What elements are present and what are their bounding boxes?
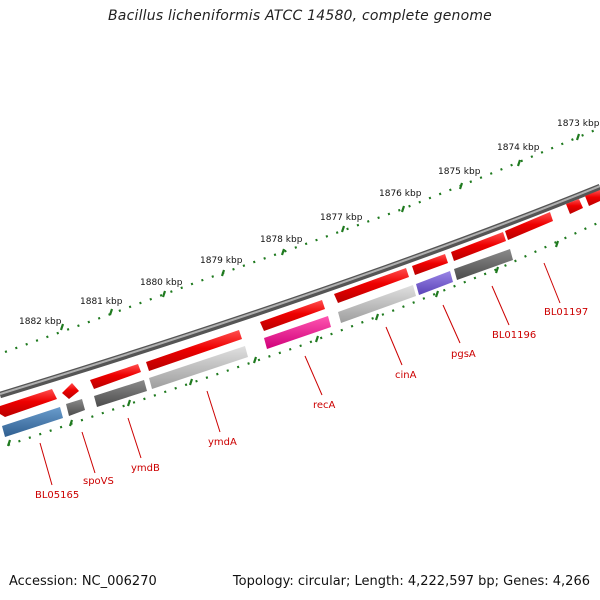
tick-1880 [161, 290, 167, 298]
lower-track [7, 221, 600, 447]
tick-1879 [220, 269, 226, 277]
gene-feature[interactable] [146, 330, 242, 371]
gene-label-spovs[interactable]: spoVS [83, 476, 114, 487]
genome-summary-text: Topology: circular; Length: 4,222,597 bp… [232, 574, 590, 589]
chromosome-backbone [0, 183, 600, 399]
gene-feature[interactable] [585, 190, 600, 206]
gene-feature[interactable] [62, 383, 79, 399]
gene-feature[interactable] [0, 389, 57, 417]
gene-feature-reca[interactable] [264, 316, 331, 349]
gene-feature-ymdb[interactable] [94, 380, 147, 407]
lower-genes [2, 249, 513, 437]
lower-major-ticks [6, 240, 560, 447]
gene-label-bl01197[interactable]: BL01197 [544, 307, 588, 318]
gene-feature[interactable] [412, 254, 448, 275]
kbp-label-1882: 1882 kbp [19, 317, 62, 327]
kbp-track [4, 126, 600, 354]
kbp-label-1881: 1881 kbp [80, 297, 123, 307]
gene-feature-cina[interactable] [338, 285, 416, 323]
forward-genes [0, 190, 600, 417]
tick-1873 [575, 133, 581, 141]
major-ticks [59, 133, 581, 331]
kbp-label-1877: 1877 kbp [320, 213, 363, 223]
tick-1877 [340, 225, 346, 233]
accession-text: Accession: NC_006270 [9, 574, 157, 589]
tick-1875 [458, 182, 464, 190]
gene-feature-bl01196[interactable] [454, 249, 513, 280]
kbp-label-1880: 1880 kbp [140, 278, 183, 288]
gene-feature[interactable] [90, 364, 141, 389]
gene-feature-spovs[interactable] [66, 399, 85, 416]
gene-feature-pgsa[interactable] [416, 271, 453, 295]
kbp-label-1873: 1873 kbp [557, 119, 600, 129]
gene-feature-ymda[interactable] [149, 346, 248, 389]
kbp-label-1876: 1876 kbp [379, 189, 422, 199]
tick-1881 [108, 308, 114, 316]
gene-label-reca[interactable]: recA [313, 400, 336, 411]
gene-feature[interactable] [451, 232, 506, 261]
tick-1876 [400, 205, 406, 213]
tick-1882 [59, 323, 65, 331]
tick-1874 [516, 159, 522, 167]
gene-label-ymda[interactable]: ymdA [208, 437, 237, 448]
gene-feature[interactable] [566, 199, 583, 214]
kbp-label-1878: 1878 kbp [260, 235, 303, 245]
gene-label-pgsa[interactable]: pgsA [451, 349, 476, 360]
gene-label-ymdb[interactable]: ymdB [131, 463, 160, 474]
gene-feature[interactable] [260, 300, 325, 331]
kbp-label-1874: 1874 kbp [497, 143, 540, 153]
gene-label-cina[interactable]: cinA [395, 370, 417, 381]
gene-label-bl01196[interactable]: BL01196 [492, 330, 536, 341]
gene-label-bl05165[interactable]: BL05165 [35, 490, 79, 501]
tick-1878 [280, 248, 286, 256]
kbp-label-1875: 1875 kbp [438, 167, 481, 177]
kbp-label-1879: 1879 kbp [200, 256, 243, 266]
gene-leader-lines [39, 262, 561, 486]
gene-feature[interactable] [505, 212, 553, 240]
gene-feature-bl05165[interactable] [2, 407, 63, 437]
map-title: Bacillus licheniformis ATCC 14580, compl… [108, 8, 492, 24]
gene-feature[interactable] [334, 268, 409, 303]
